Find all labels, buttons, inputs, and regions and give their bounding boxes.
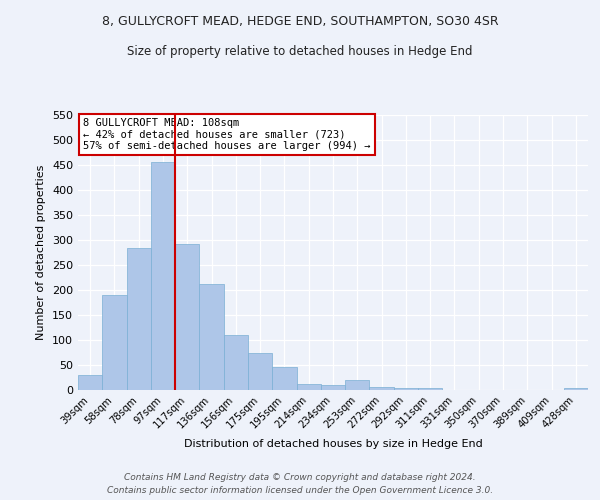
Bar	[345, 380, 370, 390]
Bar	[418, 388, 442, 390]
Text: Contains public sector information licensed under the Open Government Licence 3.: Contains public sector information licen…	[107, 486, 493, 495]
Bar	[127, 248, 151, 390]
X-axis label: Distribution of detached houses by size in Hedge End: Distribution of detached houses by size …	[184, 439, 482, 449]
Bar	[78, 375, 102, 390]
Text: 8, GULLYCROFT MEAD, HEDGE END, SOUTHAMPTON, SO30 4SR: 8, GULLYCROFT MEAD, HEDGE END, SOUTHAMPT…	[101, 15, 499, 28]
Bar	[102, 295, 127, 390]
Bar	[296, 384, 321, 390]
Y-axis label: Number of detached properties: Number of detached properties	[37, 165, 46, 340]
Bar	[151, 162, 175, 390]
Text: Size of property relative to detached houses in Hedge End: Size of property relative to detached ho…	[127, 45, 473, 58]
Bar	[564, 388, 588, 390]
Bar	[321, 385, 345, 390]
Text: 8 GULLYCROFT MEAD: 108sqm
← 42% of detached houses are smaller (723)
57% of semi: 8 GULLYCROFT MEAD: 108sqm ← 42% of detac…	[83, 118, 371, 151]
Bar	[248, 353, 272, 390]
Bar	[224, 335, 248, 390]
Bar	[272, 367, 296, 390]
Bar	[370, 386, 394, 390]
Bar	[394, 388, 418, 390]
Bar	[175, 244, 199, 390]
Bar	[199, 284, 224, 390]
Text: Contains HM Land Registry data © Crown copyright and database right 2024.: Contains HM Land Registry data © Crown c…	[124, 474, 476, 482]
